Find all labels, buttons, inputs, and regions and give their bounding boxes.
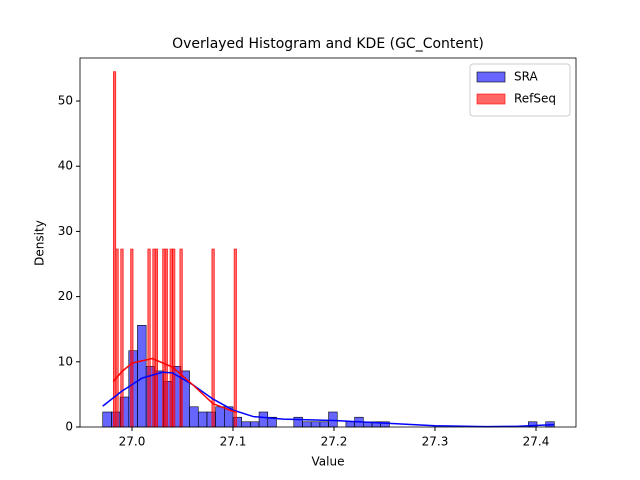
histogram-bar — [172, 248, 176, 428]
histogram-bar — [215, 406, 225, 428]
histogram-bar — [293, 416, 303, 428]
y-tick-label: 40 — [58, 159, 73, 173]
x-tick-label: 27.0 — [119, 435, 146, 449]
legend-label: RefSeq — [514, 92, 556, 106]
histogram-bar — [164, 248, 168, 428]
kde-line — [102, 371, 555, 428]
x-tick-label: 27.4 — [523, 435, 550, 449]
histogram-bar — [189, 406, 199, 428]
histogram-bar — [233, 248, 237, 428]
histogram-bar — [147, 248, 151, 428]
histogram-bar — [258, 411, 269, 428]
kde-line — [112, 357, 237, 413]
histogram-bar — [154, 248, 158, 428]
y-tick-label: 30 — [58, 224, 73, 238]
histogram-bar — [310, 421, 321, 428]
histogram-bar — [113, 71, 117, 428]
legend-swatch — [476, 93, 506, 105]
chart-title: Overlayed Histogram and KDE (GC_Content) — [172, 36, 484, 52]
y-tick-label: 20 — [58, 289, 73, 303]
y-tick-label: 0 — [65, 420, 73, 434]
histogram-bar — [345, 421, 355, 428]
histogram-bar — [169, 248, 173, 428]
histogram-bar — [179, 248, 183, 428]
histogram-bar — [137, 324, 147, 428]
histogram-bar — [120, 248, 124, 428]
histogram-bar — [197, 411, 208, 428]
histogram-bar — [115, 248, 119, 428]
x-tick-label: 27.3 — [422, 435, 449, 449]
histogram-bar — [328, 411, 338, 428]
y-tick-label: 10 — [58, 354, 73, 368]
plot-frame — [79, 57, 577, 428]
histogram-bar — [130, 248, 134, 428]
histogram-bar — [319, 421, 329, 428]
histogram-bar — [102, 411, 112, 428]
x-tick-label: 27.1 — [220, 435, 247, 449]
x-axis-label: Value — [312, 455, 345, 469]
histogram-bar — [162, 248, 166, 428]
x-tick-label: 27.2 — [321, 435, 348, 449]
y-axis-label: Density — [33, 220, 47, 266]
histogram-bar — [152, 248, 156, 428]
legend-swatch — [476, 71, 506, 83]
histogram-bar — [302, 421, 312, 428]
histogram-bar — [250, 421, 260, 428]
histogram-bar — [241, 421, 251, 428]
y-tick-label: 50 — [58, 94, 73, 108]
legend-label: SRA — [514, 70, 538, 84]
